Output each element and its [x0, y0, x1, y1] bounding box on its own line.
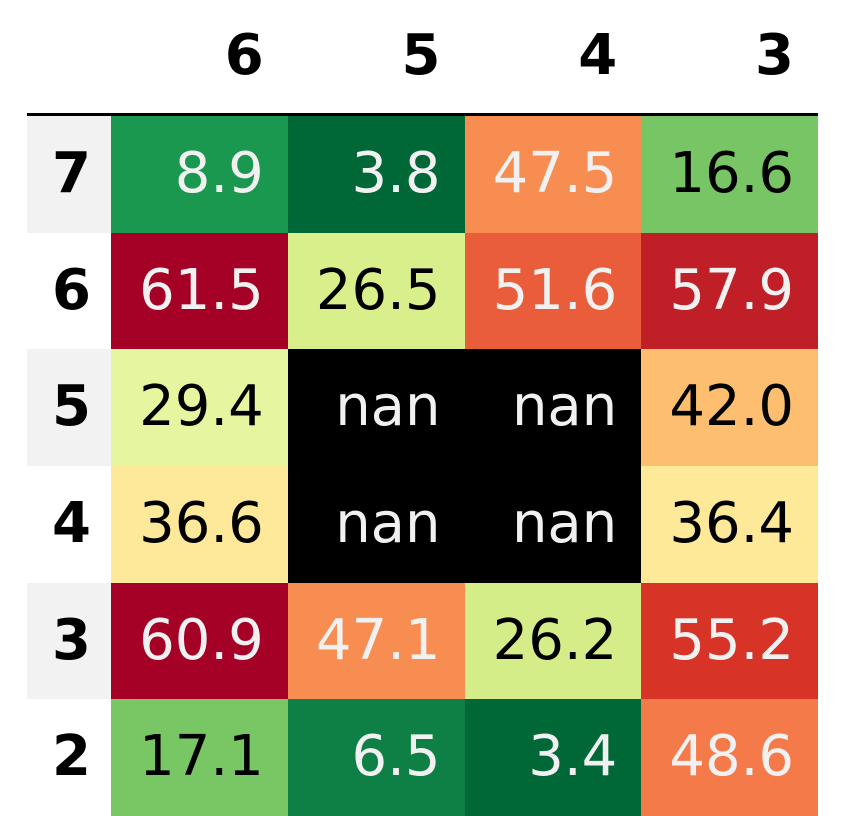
heatmap-cell: nan	[464, 349, 642, 466]
heatmap-cell: 36.4	[641, 466, 818, 583]
heatmap-cell: 47.5	[464, 116, 642, 233]
row-header: 5	[27, 349, 111, 466]
header-rule	[27, 113, 818, 118]
heatmap-cell: 47.1	[287, 582, 465, 700]
row-header: 6	[52, 257, 91, 323]
heatmap-cell: 8.9	[111, 116, 288, 233]
heatmap-cell: nan	[287, 349, 465, 466]
column-header: 5	[401, 23, 441, 88]
heatmap-cell: 55.2	[641, 582, 818, 700]
heatmap-cell: 3.8	[287, 116, 465, 233]
heatmap-cell: 51.6	[464, 232, 642, 350]
row-header: 4	[52, 491, 91, 556]
heatmap-cell: nan	[464, 466, 642, 583]
heatmap-cell: 60.9	[111, 582, 288, 700]
heatmap-cell: 3.4	[464, 699, 642, 816]
heatmap-cell: 48.6	[641, 699, 818, 816]
row-header: 3	[27, 582, 111, 700]
column-header: 6	[224, 23, 264, 88]
heatmap-cell: 16.6	[641, 116, 818, 233]
row-header: 7	[27, 116, 111, 233]
heatmap-cell: 36.6	[111, 466, 288, 583]
column-header: 3	[755, 23, 794, 88]
heatmap-cell: 26.2	[464, 582, 642, 700]
heatmap-cell: 42.0	[641, 349, 818, 466]
heatmap-cell: 57.9	[641, 232, 818, 350]
heatmap-cell: 6.5	[287, 699, 465, 816]
heatmap-cell: 26.5	[287, 232, 465, 350]
heatmap-cell: 61.5	[111, 232, 288, 350]
column-header: 4	[578, 23, 618, 88]
heatmap-cell: 17.1	[111, 699, 288, 816]
heatmap-cell: 29.4	[111, 349, 288, 466]
row-header: 2	[52, 724, 91, 790]
heatmap-cell: nan	[287, 466, 465, 583]
